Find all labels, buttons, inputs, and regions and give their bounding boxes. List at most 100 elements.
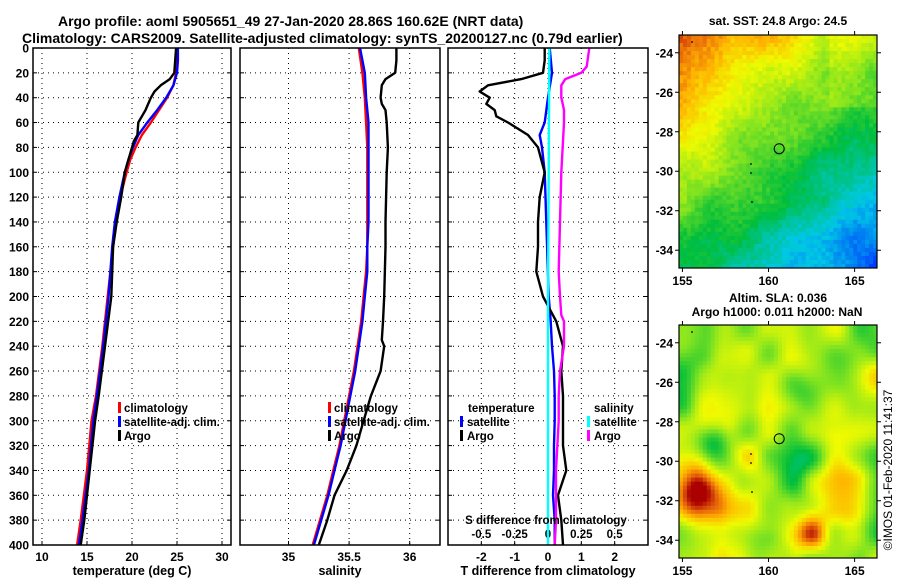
series-line-climatology bbox=[75, 48, 179, 546]
map-cell bbox=[845, 203, 850, 209]
map-cell bbox=[762, 195, 767, 201]
map-cell bbox=[686, 437, 692, 442]
map-cell bbox=[865, 425, 870, 430]
map-cell bbox=[679, 95, 684, 100]
map-cell bbox=[706, 457, 712, 462]
map-cell bbox=[833, 365, 838, 370]
map-cell bbox=[845, 175, 850, 181]
map-cell bbox=[694, 151, 700, 156]
map-cell bbox=[682, 195, 688, 201]
map-cell bbox=[742, 167, 747, 172]
map-cell bbox=[865, 445, 870, 450]
map-cell bbox=[801, 235, 807, 241]
map-cell bbox=[762, 361, 767, 366]
map-cell bbox=[817, 341, 822, 346]
map-cell bbox=[833, 465, 838, 471]
map-cell bbox=[702, 341, 708, 346]
map-cell bbox=[797, 349, 803, 354]
map-cell bbox=[754, 429, 759, 434]
map-cell bbox=[797, 231, 803, 237]
map-cell bbox=[849, 227, 854, 233]
map-cell bbox=[762, 393, 767, 398]
map-cell bbox=[686, 357, 692, 362]
map-cell bbox=[682, 381, 688, 386]
map-cell bbox=[694, 155, 700, 160]
map-cell bbox=[730, 47, 735, 52]
map-cell bbox=[821, 247, 826, 253]
map-cell bbox=[750, 433, 755, 438]
map-cell bbox=[853, 207, 858, 213]
map-cell bbox=[730, 417, 735, 422]
map-cell bbox=[873, 187, 878, 193]
map-cell bbox=[829, 211, 834, 217]
map-cell bbox=[849, 421, 854, 426]
map-cell bbox=[797, 357, 803, 362]
map-cell bbox=[734, 55, 739, 60]
map-cell bbox=[710, 437, 716, 442]
map-cell bbox=[817, 433, 822, 438]
map-cell bbox=[754, 247, 759, 253]
map-cell bbox=[710, 123, 716, 128]
map-cell bbox=[817, 325, 822, 330]
map-cell bbox=[785, 389, 791, 394]
map-cell bbox=[682, 99, 688, 104]
map-cell bbox=[817, 183, 822, 189]
secondary-x-tick-label: 0.5 bbox=[607, 529, 624, 541]
map-cell bbox=[793, 83, 799, 88]
map-cell bbox=[706, 239, 712, 245]
map-cell bbox=[702, 353, 708, 358]
map-cell bbox=[766, 341, 771, 346]
map-cell bbox=[853, 79, 858, 84]
map-cell bbox=[781, 381, 787, 386]
map-cell bbox=[714, 91, 719, 96]
map-cell bbox=[865, 67, 870, 72]
map-cell bbox=[774, 235, 779, 241]
map-cell bbox=[758, 329, 763, 334]
map-cell bbox=[849, 325, 854, 330]
map-cell bbox=[869, 393, 874, 398]
map-cell bbox=[805, 171, 811, 177]
map-cell bbox=[774, 103, 779, 108]
map-cell bbox=[845, 171, 850, 177]
map-cell bbox=[726, 231, 731, 237]
map-cell bbox=[785, 385, 791, 390]
map-cell bbox=[734, 215, 739, 221]
map-cell bbox=[762, 345, 767, 350]
map-cell bbox=[698, 87, 704, 92]
map-cell bbox=[805, 39, 811, 44]
map-cell bbox=[746, 183, 751, 189]
map-cell bbox=[793, 239, 799, 245]
map-cell bbox=[679, 35, 684, 40]
map-cell bbox=[833, 235, 838, 241]
map-cell bbox=[774, 437, 779, 442]
series-line-satellite-adj-clim- bbox=[312, 47, 370, 546]
map-cell bbox=[762, 175, 767, 181]
map-cell bbox=[762, 349, 767, 354]
map-cell bbox=[738, 159, 743, 164]
map-cell bbox=[793, 247, 799, 253]
map-cell bbox=[762, 429, 767, 434]
map-cell bbox=[833, 325, 838, 330]
map-cell bbox=[726, 187, 731, 193]
map-cell bbox=[785, 63, 791, 68]
map-cell bbox=[817, 227, 822, 233]
map-cell bbox=[853, 449, 858, 454]
map-cell bbox=[781, 449, 787, 454]
map-cell bbox=[861, 107, 866, 112]
map-cell bbox=[686, 223, 692, 229]
map-cell bbox=[825, 465, 830, 471]
map-cell bbox=[758, 223, 763, 229]
map-cell bbox=[861, 159, 866, 164]
map-cell bbox=[754, 401, 759, 406]
map-cell bbox=[710, 199, 716, 205]
map-cell bbox=[770, 167, 775, 172]
map-cell bbox=[734, 247, 739, 253]
map-cell bbox=[837, 329, 842, 334]
map-cell bbox=[698, 385, 704, 390]
map-cell bbox=[718, 63, 723, 68]
map-cell bbox=[766, 215, 771, 221]
map-cell bbox=[722, 147, 727, 152]
map-cell bbox=[865, 389, 870, 394]
map-cell bbox=[682, 425, 688, 430]
map-cell bbox=[710, 59, 716, 64]
